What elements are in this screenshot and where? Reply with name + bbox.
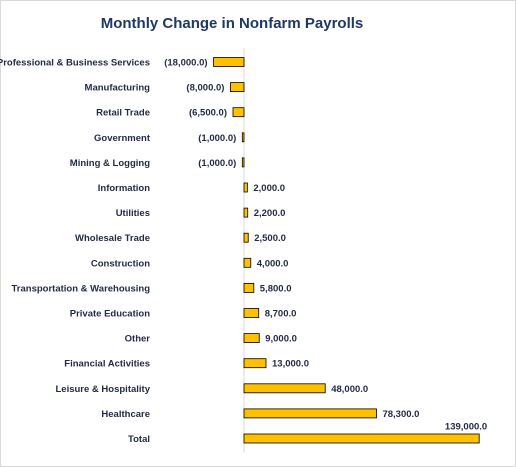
value-label-financial-activities: 13,000.0: [272, 359, 309, 370]
bar-other: [243, 333, 260, 344]
category-label-construction: Construction: [91, 258, 150, 269]
category-label-leisure-and-hospitality: Leisure & Hospitality: [56, 384, 151, 395]
category-label-government: Government: [94, 133, 151, 144]
bar-government: [241, 132, 245, 143]
category-label-total: Total: [128, 434, 150, 445]
category-label-healthcare: Healthcare: [101, 409, 150, 420]
category-label-professional-and-business-services: Professional & Business Services: [0, 58, 150, 69]
bar-information: [243, 182, 248, 193]
category-label-manufacturing: Manufacturing: [85, 83, 151, 94]
value-label-information: 2,000.0: [253, 183, 285, 194]
category-label-information: Information: [98, 183, 150, 194]
value-label-leisure-and-hospitality: 48,000.0: [331, 384, 368, 395]
category-label-retail-trade: Retail Trade: [96, 108, 150, 119]
value-label-government: (1,000.0): [198, 133, 236, 144]
bar-healthcare: [243, 408, 377, 419]
chart-title: Monthly Change in Nonfarm Payrolls: [101, 15, 364, 32]
category-label-transportation-and-warehousing: Transportation & Warehousing: [12, 283, 151, 294]
bar-manufacturing: [230, 82, 245, 92]
category-label-other: Other: [125, 334, 151, 345]
bar-construction: [243, 257, 252, 268]
category-label-mining-and-logging: Mining & Logging: [70, 158, 150, 169]
value-label-professional-and-business-services: (18,000.0): [164, 58, 207, 69]
category-label-utilities: Utilities: [116, 208, 150, 219]
value-label-wholesale-trade: 2,500.0: [254, 233, 286, 244]
value-label-construction: 4,000.0: [257, 258, 289, 269]
bar-utilities: [243, 207, 249, 218]
bar-leisure-and-hospitality: [243, 383, 326, 394]
category-label-wholesale-trade: Wholesale Trade: [75, 233, 150, 244]
value-label-retail-trade: (6,500.0): [189, 108, 227, 119]
bars-layer: Professional & Business Services (18,000.…: [0, 48, 487, 453]
value-label-healthcare: 78,300.0: [382, 409, 419, 420]
bar-total: [243, 433, 480, 444]
bar-wholesale-trade: [243, 232, 249, 243]
value-label-other: 9,000.0: [265, 334, 297, 345]
value-label-utilities: 2,200.0: [254, 208, 286, 219]
bar-mining-and-logging: [241, 157, 245, 168]
value-label-transportation-and-warehousing: 5,800.0: [260, 283, 292, 294]
bar-transportation-and-warehousing: [243, 282, 255, 293]
bar-retail-trade: [232, 107, 245, 118]
category-label-financial-activities: Financial Activities: [64, 359, 150, 370]
bar-financial-activities: [243, 358, 267, 369]
category-label-private-education: Private Education: [70, 309, 150, 320]
value-label-mining-and-logging: (1,000.0): [198, 158, 236, 169]
bar-professional-and-business-services: [213, 57, 245, 67]
value-label-private-education: 8,700.0: [265, 309, 297, 320]
value-label-manufacturing: (8,000.0): [186, 83, 224, 94]
value-label-total: 139,000.0: [445, 422, 487, 433]
bar-private-education: [243, 308, 260, 318]
